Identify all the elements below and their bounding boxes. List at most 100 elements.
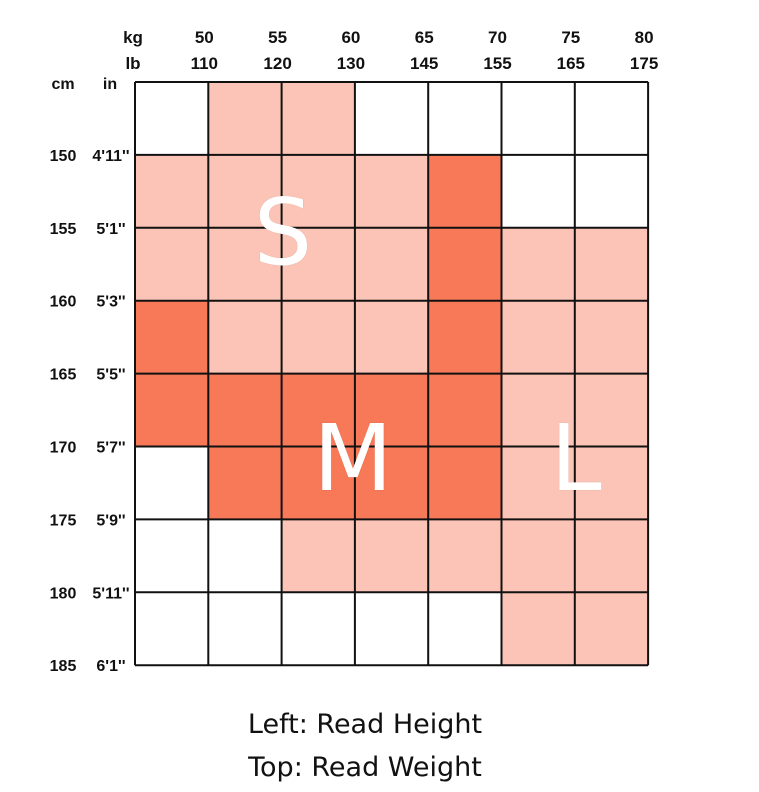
cell-none-r7-c2 <box>281 592 355 666</box>
cells-layer <box>135 82 649 666</box>
cell-l-r3-c5 <box>501 300 575 374</box>
cell-l-r7-c5 <box>501 592 575 666</box>
cell-m-r5-c3 <box>354 446 429 520</box>
height-in-tick: 5'11'' <box>92 585 129 602</box>
cell-m-r3-c0 <box>135 300 209 374</box>
cell-s-r1-c1 <box>208 154 282 228</box>
height-in-tick: 5'1'' <box>96 221 125 238</box>
cell-s-r0-c1 <box>208 82 282 155</box>
cell-l-r5-c5 <box>501 446 575 520</box>
cell-none-r6-c1 <box>208 519 282 593</box>
cell-l-r3-c6 <box>574 300 649 374</box>
weight-kg-tick: 55 <box>268 28 287 47</box>
weight-lb-tick: 165 <box>557 54 585 73</box>
size-label-m: M <box>313 405 392 512</box>
cell-none-r7-c1 <box>208 592 282 666</box>
cell-m-r4-c3 <box>354 373 429 447</box>
cell-m-r4-c0 <box>135 373 209 447</box>
cell-l-r6-c6 <box>574 519 649 593</box>
cell-none-r0-c4 <box>428 82 502 155</box>
in-unit-label: in <box>103 76 117 93</box>
height-in-tick: 5'7'' <box>96 440 125 457</box>
cell-s-r2-c1 <box>208 227 282 301</box>
cell-m-r4-c1 <box>208 373 282 447</box>
cell-none-r5-c0 <box>135 446 209 520</box>
weight-kg-tick: 80 <box>635 28 654 47</box>
weight-kg-tick: 65 <box>415 28 434 47</box>
height-cm-tick: 175 <box>50 512 77 529</box>
cell-s-r1-c2 <box>281 154 355 228</box>
cell-none-r0-c6 <box>574 82 649 155</box>
height-cm-tick: 160 <box>50 294 77 311</box>
cell-m-r4-c2 <box>281 373 355 447</box>
height-cm-tick: 170 <box>50 440 77 457</box>
cell-none-r7-c0 <box>135 592 209 666</box>
cell-l-r4-c5 <box>501 373 575 447</box>
weight-lb-tick: 145 <box>410 54 438 73</box>
weight-lb-tick: 110 <box>191 54 218 73</box>
cell-none-r1-c5 <box>501 154 575 228</box>
cell-s-r1-c0 <box>135 154 209 228</box>
cell-s-r2-c0 <box>135 227 209 301</box>
cell-l-r2-c5 <box>501 227 575 301</box>
cell-l-r6-c3 <box>354 519 429 593</box>
cell-l-r2-c6 <box>574 227 649 301</box>
height-in-tick: 6'1'' <box>96 658 125 675</box>
cell-none-r0-c5 <box>501 82 575 155</box>
cell-m-r5-c2 <box>281 446 355 520</box>
weight-lb-tick: 130 <box>337 54 365 73</box>
cell-none-r1-c6 <box>574 154 649 228</box>
cell-l-r7-c6 <box>574 592 649 666</box>
lb-unit-label: lb <box>125 54 140 73</box>
cell-s-r2-c3 <box>354 227 429 301</box>
cell-m-r5-c4 <box>428 446 502 520</box>
cell-none-r0-c3 <box>354 82 429 155</box>
size-label-l: L <box>550 405 601 512</box>
cell-s-r3-c3 <box>354 300 429 374</box>
height-cm-tick: 185 <box>50 658 77 675</box>
size-label-s: S <box>254 179 312 286</box>
cell-l-r6-c2 <box>281 519 355 593</box>
cell-m-r4-c4 <box>428 373 502 447</box>
weight-kg-tick: 50 <box>195 28 214 47</box>
cell-m-r5-c1 <box>208 446 282 520</box>
weight-kg-tick: 70 <box>488 28 507 47</box>
cell-s-r0-c2 <box>281 82 355 155</box>
cell-none-r0-c0 <box>135 82 209 155</box>
height-in-tick: 5'9'' <box>96 512 125 529</box>
cell-m-r1-c4 <box>428 154 502 228</box>
cell-l-r5-c6 <box>574 446 649 520</box>
cell-s-r2-c2 <box>281 227 355 301</box>
cm-unit-label: cm <box>51 76 74 93</box>
cell-m-r2-c4 <box>428 227 502 301</box>
weight-kg-tick: 75 <box>561 28 580 47</box>
height-cm-tick: 165 <box>50 367 77 384</box>
caption-height: Left: Read Height <box>247 709 483 740</box>
cell-s-r3-c1 <box>208 300 282 374</box>
height-cm-tick: 180 <box>50 585 77 602</box>
height-in-tick: 5'5'' <box>96 367 125 384</box>
cell-l-r6-c4 <box>428 519 502 593</box>
cell-s-r3-c2 <box>281 300 355 374</box>
labels-layer: kg lb cm in 50 110 55 120 60 130 65 145 70 155 75 165 80… <box>50 28 659 675</box>
caption-weight: Top: Read Weight <box>248 752 482 783</box>
cell-none-r6-c0 <box>135 519 209 593</box>
cell-s-r1-c3 <box>354 154 429 228</box>
height-in-tick: 5'3'' <box>96 294 125 311</box>
cell-none-r7-c4 <box>428 592 502 666</box>
weight-kg-tick: 60 <box>341 28 360 47</box>
cell-m-r3-c4 <box>428 300 502 374</box>
size-heatmap: kg lb cm in 50 110 55 120 60 130 65 145 70 155 75 165 80… <box>50 28 659 675</box>
grid-layer <box>134 81 650 667</box>
kg-unit-label: kg <box>123 28 143 47</box>
weight-lb-tick: 120 <box>263 54 291 73</box>
cell-l-r4-c6 <box>574 373 649 447</box>
weight-lb-tick: 175 <box>630 54 658 73</box>
height-cm-tick: 150 <box>50 148 77 165</box>
height-in-tick: 4'11'' <box>92 148 129 165</box>
cell-l-r6-c5 <box>501 519 575 593</box>
weight-lb-tick: 155 <box>483 54 511 73</box>
letters-layer: S M L <box>253 179 602 513</box>
cell-none-r7-c3 <box>354 592 429 666</box>
